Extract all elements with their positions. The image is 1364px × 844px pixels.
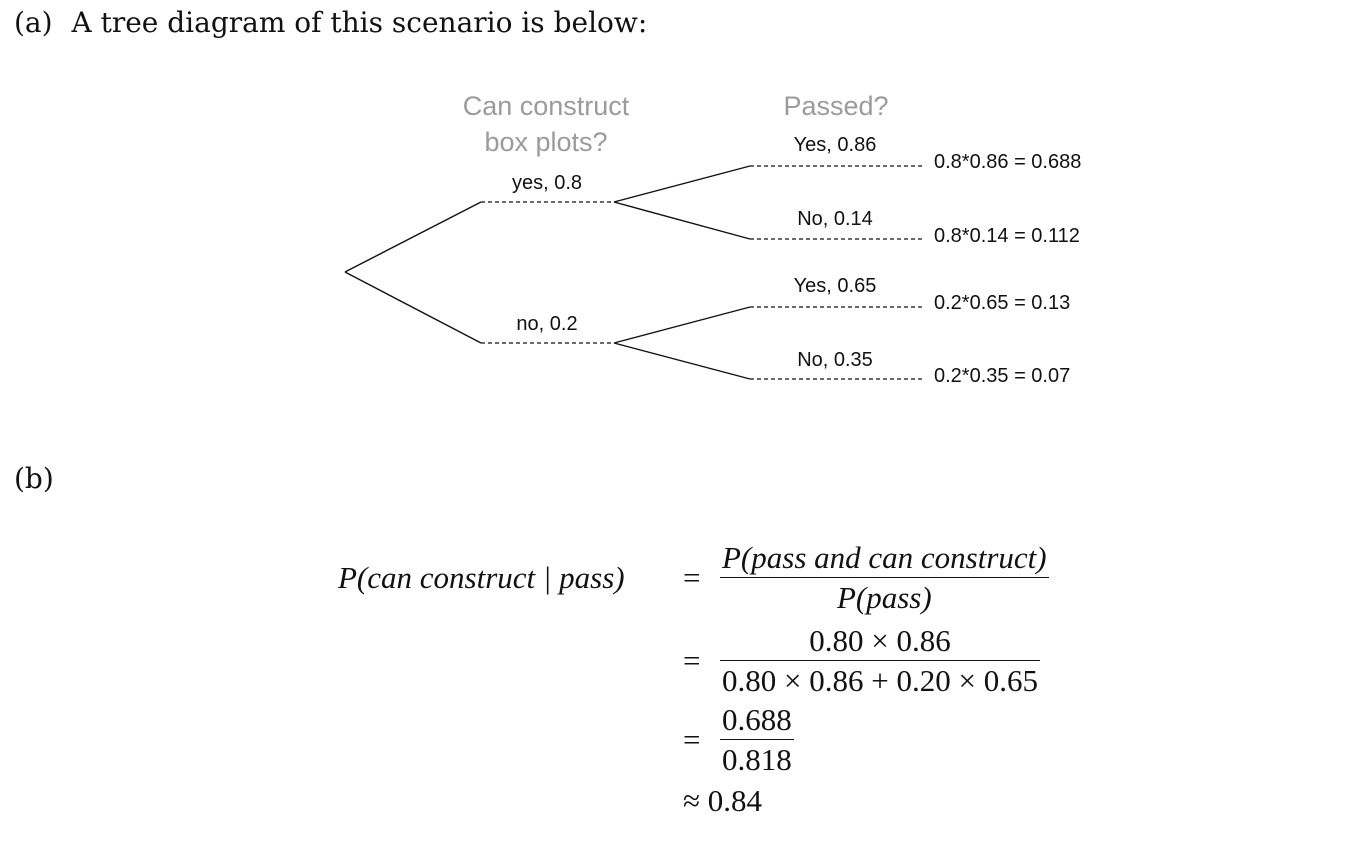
result-yes-yes: 0.8*0.86 = 0.688: [934, 151, 1082, 173]
branch-line-yes: [344, 201, 482, 273]
branch-line-no: [344, 271, 482, 344]
tree-lines: [344, 165, 922, 380]
branch-label-no: no, 0.2: [516, 313, 578, 335]
header-can-construct: Can construct box plots?: [426, 88, 666, 160]
fraction-definition-numerator: P(pass and can construct): [722, 540, 1047, 575]
fraction-substitution-numerator: 0.80 × 0.86: [809, 623, 951, 658]
result-no-no: 0.2*0.35 = 0.07: [934, 365, 1071, 387]
header-can-construct-line2: box plots?: [484, 127, 608, 157]
result-yes-no: 0.8*0.14 = 0.112: [934, 225, 1080, 247]
part-b-label: (b): [14, 462, 54, 495]
result-no-yes: 0.2*0.65 = 0.13: [934, 292, 1071, 314]
equals-sign-3: =: [683, 722, 701, 757]
fraction-definition: P(pass and can construct) P(pass): [720, 539, 1049, 618]
branch-label-no-yes: Yes, 0.65: [793, 275, 877, 297]
equals-sign-1: =: [683, 560, 701, 595]
fraction-result-denominator: 0.818: [720, 739, 794, 780]
branch-label-yes: yes, 0.8: [511, 172, 583, 194]
branch-label-yes-no: No, 0.14: [797, 208, 873, 230]
branch-line-no-yes: [613, 306, 751, 344]
branch-line-no-no: [613, 342, 751, 380]
fraction-result-numerator: 0.688: [722, 702, 792, 737]
conditional-probability-lhs: P(can construct | pass): [338, 560, 625, 595]
header-passed: Passed?: [783, 91, 889, 121]
part-a-heading: (a) A tree diagram of this scenario is b…: [14, 6, 647, 39]
branch-line-yes-no: [613, 201, 751, 240]
fraction-result: 0.688 0.818: [720, 701, 794, 780]
part-a-intro: A tree diagram of this scenario is below…: [71, 6, 648, 39]
approximate-result: ≈ 0.84: [683, 783, 763, 818]
fraction-definition-denominator: P(pass): [720, 577, 1049, 618]
fraction-substitution: 0.80 × 0.86 0.80 × 0.86 + 0.20 × 0.65: [720, 622, 1040, 701]
branch-line-yes-yes: [613, 165, 751, 203]
branch-label-yes-yes: Yes, 0.86: [793, 134, 877, 156]
branch-label-no-no: No, 0.35: [797, 349, 873, 371]
part-a-label: (a): [14, 6, 53, 39]
fraction-substitution-denominator: 0.80 × 0.86 + 0.20 × 0.65: [720, 660, 1040, 701]
equals-sign-2: =: [683, 643, 701, 678]
header-can-construct-line1: Can construct: [462, 91, 630, 121]
